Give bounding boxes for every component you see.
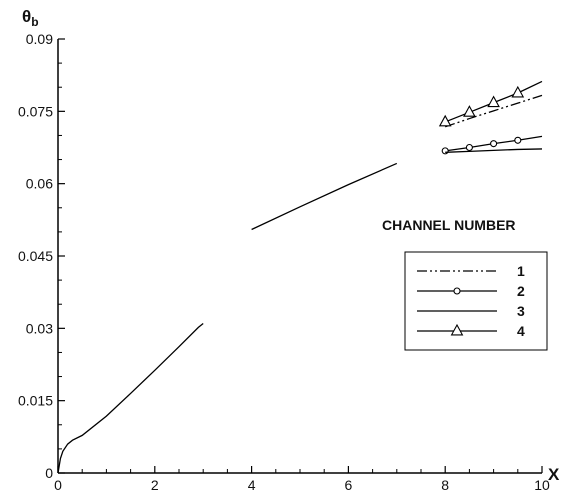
legend-label-2: 2 [517, 283, 525, 299]
legend-label-3: 3 [517, 303, 525, 319]
legend-marker-2 [453, 287, 461, 295]
series-2-marker [514, 136, 522, 144]
series-layer [57, 80, 543, 474]
series-2 [57, 135, 543, 474]
y-tick-label: 0.015 [18, 393, 53, 409]
x-tick-label: 8 [441, 477, 449, 493]
series-2-line [251, 162, 398, 231]
y-tick-label: 0.03 [26, 320, 53, 336]
series-1-line [444, 94, 543, 128]
series-4 [438, 80, 543, 127]
series-2-marker [490, 140, 498, 148]
series-3 [445, 148, 543, 153]
legend-title: CHANNEL NUMBER [382, 217, 516, 233]
legend-box [404, 251, 548, 351]
legend: 1 2 3 4 [404, 251, 548, 351]
legend-label-1: 1 [517, 263, 525, 279]
y-tick-label: 0.045 [18, 248, 53, 264]
x-tick-label: 0 [54, 477, 62, 493]
series-4-marker [438, 114, 452, 127]
series-4-marker [463, 105, 476, 117]
legend-marker-4 [450, 323, 464, 336]
x-tick-label: 4 [248, 477, 256, 493]
series-2-marker [465, 143, 473, 152]
series-2-marker [441, 147, 449, 155]
y-tick-label: 0 [45, 465, 53, 481]
series-3-line [445, 148, 543, 153]
series-1 [444, 94, 543, 128]
y-axis-title: θb [22, 7, 39, 29]
legend-label-4: 4 [517, 323, 525, 339]
series-4-marker [511, 85, 525, 98]
x-axis-title: X [548, 465, 560, 484]
series-2-line [57, 323, 204, 474]
y-tick-label: 0.075 [18, 103, 53, 119]
x-tick-label: 6 [345, 477, 353, 493]
y-tick-label: 0.09 [26, 31, 53, 47]
y-tick-label: 0.06 [26, 176, 53, 192]
x-tick-label: 10 [534, 477, 550, 493]
series-4-marker [487, 95, 500, 108]
x-tick-label: 2 [151, 477, 159, 493]
axes: 0 2 4 6 8 10 0 0.015 0.03 0.045 0.06 0.075 0.09 [18, 31, 550, 493]
